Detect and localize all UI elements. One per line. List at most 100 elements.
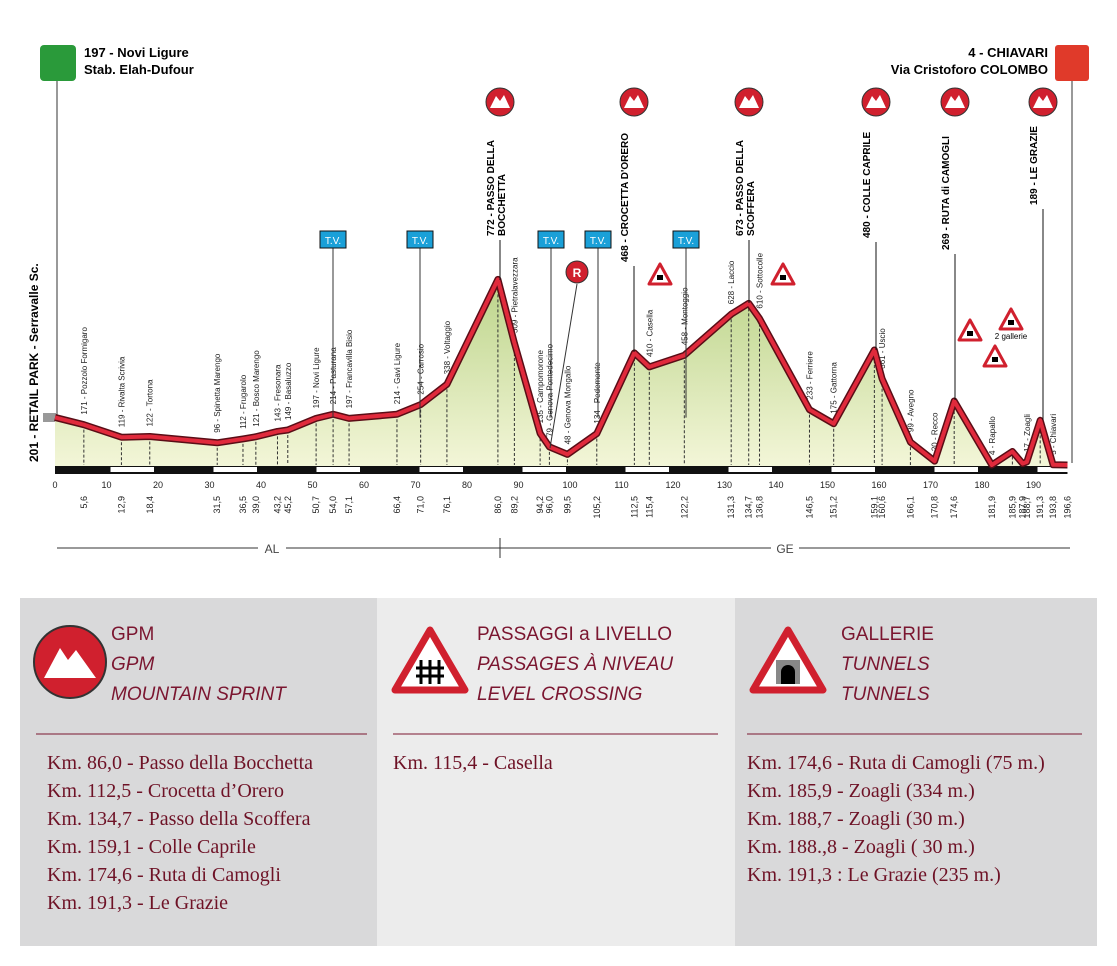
km-tick-label: 150 <box>820 480 835 490</box>
legend-title: GALLERIE <box>841 624 934 645</box>
km-tick-label: 180 <box>974 480 989 490</box>
km-tick-label: 20 <box>153 480 163 490</box>
km-label: 196,6 <box>1062 496 1072 519</box>
warning-symbol <box>992 357 998 362</box>
km-label: 122,2 <box>679 496 689 519</box>
warning-icon <box>647 262 673 286</box>
km-label: 134,7 <box>744 496 754 519</box>
waypoint-label: 121 - Bosco Marengo <box>252 350 261 427</box>
gpm-icon-mountain <box>1033 95 1053 108</box>
km-strip-segment <box>625 467 669 472</box>
km-label: 99,5 <box>562 496 572 514</box>
km-label: 193,8 <box>1048 496 1058 519</box>
waypoint-label: 134 - Pedemonte <box>593 362 602 424</box>
km-label: 136,8 <box>755 496 765 519</box>
profile-area <box>55 279 1068 466</box>
tunnel-icon <box>749 626 827 694</box>
start-text: 197 - Novi Ligure <box>84 45 189 60</box>
waypoint-label: 171 - Pozzolo Formigaro <box>80 327 89 415</box>
profile-line <box>54 277 1068 468</box>
km-label: 188,7 <box>1022 496 1032 519</box>
warning-icon <box>982 344 1008 368</box>
km-label: 159,1 <box>869 496 879 519</box>
tv-label: T.V. <box>590 236 606 247</box>
legend-title: PASSAGES À NIVEAU <box>477 654 673 675</box>
warning-icon <box>957 318 983 342</box>
gpm-icon-mountain <box>945 95 965 108</box>
tv-label: T.V. <box>543 236 559 247</box>
crossing-icon <box>391 626 469 694</box>
r-label: R <box>573 266 582 280</box>
waypoint-label: 143 - Fresonara <box>273 364 282 421</box>
tv-label: T.V. <box>678 236 694 247</box>
km-tick-label: 190 <box>1026 480 1041 490</box>
warning-icon <box>770 262 796 286</box>
gpm-label: 772 - PASSO DELLA <box>486 140 497 236</box>
km-label: 174,6 <box>949 496 959 519</box>
tv-label: T.V. <box>325 236 341 247</box>
km-label: 131,3 <box>726 496 736 519</box>
km-tick-label: 90 <box>513 480 523 490</box>
km-label: 66,4 <box>392 496 402 514</box>
km-strip-segment <box>1037 467 1081 472</box>
km-label: 71,0 <box>416 496 426 514</box>
tv-box <box>672 230 700 249</box>
waypoint-label: 17 - Zoagli <box>1023 414 1032 452</box>
start-marker <box>43 413 56 422</box>
finish-text: Via Cristoforo COLOMBO <box>891 62 1048 77</box>
legend-item: Km. 86,0 - Passo della Bocchetta <box>47 752 313 774</box>
gpm-label: 480 - COLLE CAPRILE <box>862 132 873 238</box>
legend-item: Km. 191,3 - Le Grazie <box>47 892 228 914</box>
km-strip-segment <box>831 467 875 472</box>
km-strip-segment <box>316 467 360 472</box>
legend-title: MOUNTAIN SPRINT <box>111 684 287 705</box>
km-strip-segment <box>728 467 772 472</box>
waypoint-label: 361 - Uscio <box>878 328 887 369</box>
waypoint-label: 4 - Rapallo <box>988 416 997 455</box>
km-strip-segment <box>934 467 978 472</box>
warning-symbol <box>780 275 786 280</box>
legend-title: TUNNELS <box>841 654 930 675</box>
warning-symbol <box>1008 320 1014 325</box>
waypoint-label: 99 - Avegno <box>906 389 915 432</box>
km-label: 187,9 <box>1018 496 1028 519</box>
km-label: 31,5 <box>212 496 222 514</box>
km-strip-segment <box>522 467 566 472</box>
waypoint-label: 96 - Spinetta Marengo <box>213 353 222 433</box>
km-label: 5,6 <box>79 496 89 509</box>
km-label: 94,2 <box>535 496 545 514</box>
km-tick-label: 170 <box>923 480 938 490</box>
gpm-label: 673 - PASSO DELLA <box>735 140 746 236</box>
region-label: AL <box>265 542 280 556</box>
km-tick-label: 10 <box>101 480 111 490</box>
legend-item: Km. 112,5 - Crocetta d’Orero <box>47 780 284 802</box>
km-tick-label: 140 <box>768 480 783 490</box>
km-label: 166,1 <box>905 496 915 519</box>
km-tick-label: 130 <box>717 480 732 490</box>
km-label: 96,0 <box>544 496 554 514</box>
km-label: 18,4 <box>145 496 155 514</box>
gpm-label: SCOFFERA <box>746 181 757 236</box>
km-label: 86,0 <box>493 496 503 514</box>
start-logo <box>40 45 76 81</box>
waypoint-label: 458 - Montoggio <box>680 287 689 345</box>
km-label: 105,2 <box>592 496 602 519</box>
region-bg <box>771 540 799 556</box>
waypoint-label: 20 - Recco <box>931 412 940 451</box>
km-tick-label: 40 <box>256 480 266 490</box>
legend-item: Km. 191,3 : Le Grazie (235 m.) <box>747 864 1001 886</box>
gpm-label: 468 - CROCETTA D'ORERO <box>620 133 631 262</box>
km-strip-segment <box>110 467 154 472</box>
km-label: 115,4 <box>644 496 654 518</box>
waypoint-label: 135 - Campomorone <box>536 349 545 423</box>
km-label: 12,9 <box>116 496 126 514</box>
km-label: 89,2 <box>509 496 519 514</box>
legend-title: GPM <box>111 624 154 645</box>
legend-title: LEVEL CROSSING <box>477 684 642 705</box>
km-tick-label: 60 <box>359 480 369 490</box>
km-label: 181,9 <box>987 496 997 519</box>
km-label: 50,7 <box>311 496 321 514</box>
waypoint-label: 149 - Basaluzzo <box>284 362 293 420</box>
gpm-label: 269 - RUTA di CAMOGLI <box>941 136 952 250</box>
r-icon <box>565 260 589 284</box>
